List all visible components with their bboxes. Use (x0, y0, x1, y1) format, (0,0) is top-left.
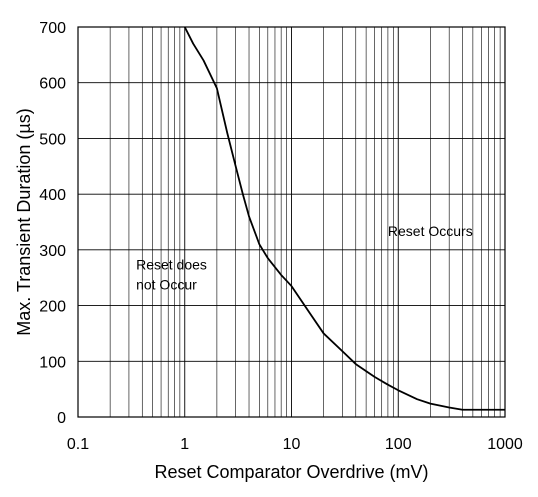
y-tick-label: 700 (39, 20, 66, 37)
y-axis-title: Max. Transient Duration (µs) (14, 108, 34, 335)
minor-gridlines (109, 27, 501, 417)
y-tick-label: 600 (39, 76, 66, 93)
y-tick-label: 300 (39, 243, 66, 260)
x-tick-labels: 0.1 1 10 100 1000 (67, 436, 523, 453)
x-tick-label: 100 (385, 436, 412, 453)
x-axis-title: Reset Comparator Overdrive (mV) (154, 462, 428, 482)
x-tick-label: 0.1 (67, 436, 89, 453)
x-tick-label: 1000 (487, 436, 523, 453)
y-tick-labels: 0 100 200 300 400 500 600 700 (39, 20, 66, 427)
series-line-0 (183, 26, 505, 411)
y-tick-label: 400 (39, 187, 66, 204)
y-tick-label: 0 (57, 410, 66, 427)
annotation-reset-occurs: Reset Occurs (388, 223, 473, 239)
y-tick-label: 200 (39, 299, 66, 316)
x-tick-label: 10 (283, 436, 301, 453)
annotations: Reset Occurs Reset does not Occur (136, 223, 473, 292)
y-tick-label: 500 (39, 131, 66, 148)
series-layer (183, 26, 505, 411)
x-tick-label: 1 (180, 436, 189, 453)
plot-frame (77, 26, 506, 418)
y-tick-label: 100 (39, 354, 66, 371)
annotation-reset-does-not-occur: Reset does not Occur (136, 256, 207, 292)
